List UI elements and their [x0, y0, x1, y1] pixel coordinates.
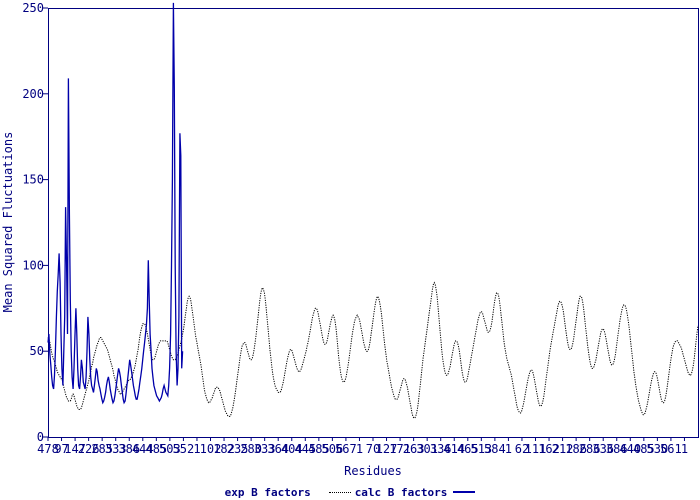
x-tick-label: 285: [91, 442, 113, 456]
series-line-calc-b-factors: [47, 281, 699, 419]
x-tick-label: 506: [322, 442, 344, 456]
x-tick-label: 530: [647, 442, 669, 456]
y-tick-label: 50: [30, 344, 44, 358]
x-tick-label: 552: [173, 442, 195, 456]
series-layer: [47, 2, 699, 419]
legend-swatch-calc: [328, 491, 351, 493]
x-tick-label: 186: [565, 442, 587, 456]
x-tick-label: 513: [470, 442, 492, 456]
x-tick-label: 280: [240, 442, 262, 456]
x-tick-label: 162: [538, 442, 560, 456]
x-tick-label: 1: [356, 442, 363, 456]
x-tick-label: 235: [227, 442, 249, 456]
plot-border: [48, 8, 699, 438]
x-tick-label: 111: [525, 442, 547, 456]
x-tick-label: 414: [443, 442, 465, 456]
x-tick-label: 301: [416, 442, 438, 456]
y-tick-label: 150: [22, 173, 44, 187]
x-tick-label: 567: [335, 442, 357, 456]
x-tick-label: 102: [200, 442, 222, 456]
y-tick-label: 0: [37, 430, 44, 444]
x-tick-label: 485: [145, 442, 167, 456]
y-tick-label: 250: [22, 1, 44, 15]
legend: exp B factors calc B factors: [0, 484, 700, 500]
x-tick-label: 386: [118, 442, 140, 456]
x-tick-label: 226: [78, 442, 100, 456]
series-line-exp-b-factors: [47, 2, 184, 405]
x-tick-label: 171: [389, 442, 411, 456]
x-tick-label: 182: [213, 442, 235, 456]
x-tick-label: 1: [193, 442, 200, 456]
y-axis-ticks: 0 50 100 150 200 250: [22, 1, 48, 444]
x-tick-label: 485: [633, 442, 655, 456]
x-tick-label: 561: [660, 442, 682, 456]
legend-item-exp: exp B factors: [225, 486, 311, 499]
legend-label-exp: exp B factors: [224, 485, 311, 499]
x-tick-label: 263: [403, 442, 425, 456]
x-tick-label: 386: [606, 442, 628, 456]
y-tick-label: 100: [22, 258, 44, 272]
y-axis-label: Mean Squared Fluctuations: [1, 132, 15, 313]
x-tick-label: 485: [308, 442, 330, 456]
x-tick-label: 364: [267, 442, 289, 456]
x-tick-label: 333: [254, 442, 276, 456]
x-tick-label: 70: [366, 442, 380, 456]
x-axis-label: Residues: [344, 464, 402, 478]
x-tick-label: 147: [64, 442, 86, 456]
x-tick-label: 478: [37, 442, 59, 456]
x-tick-label: 286: [579, 442, 601, 456]
x-tick-label: 127: [376, 442, 398, 456]
x-tick-label: 212: [552, 442, 574, 456]
x-tick-label: 97: [54, 442, 68, 456]
x-tick-label: 62: [515, 442, 529, 456]
x-tick-label: 445: [294, 442, 316, 456]
x-tick-label: 465: [457, 442, 479, 456]
x-tick-label: 404: [281, 442, 303, 456]
legend-item-calc: calc B factors: [323, 486, 476, 499]
legend-swatch-exp: [453, 491, 476, 493]
x-tick-label: 1: [681, 442, 688, 456]
x-tick-label: 336: [592, 442, 614, 456]
x-tick-label: 584: [484, 442, 506, 456]
y-tick-label: 200: [22, 87, 44, 101]
x-tick-label: 336: [430, 442, 452, 456]
x-tick-label: 440: [619, 442, 641, 456]
legend-label-calc: calc B factors: [354, 485, 448, 499]
x-tick-label: 333: [105, 442, 127, 456]
x-tick-label: 444: [132, 442, 154, 456]
x-tick-label: 503: [159, 442, 181, 456]
x-tick-label: 1: [505, 442, 512, 456]
